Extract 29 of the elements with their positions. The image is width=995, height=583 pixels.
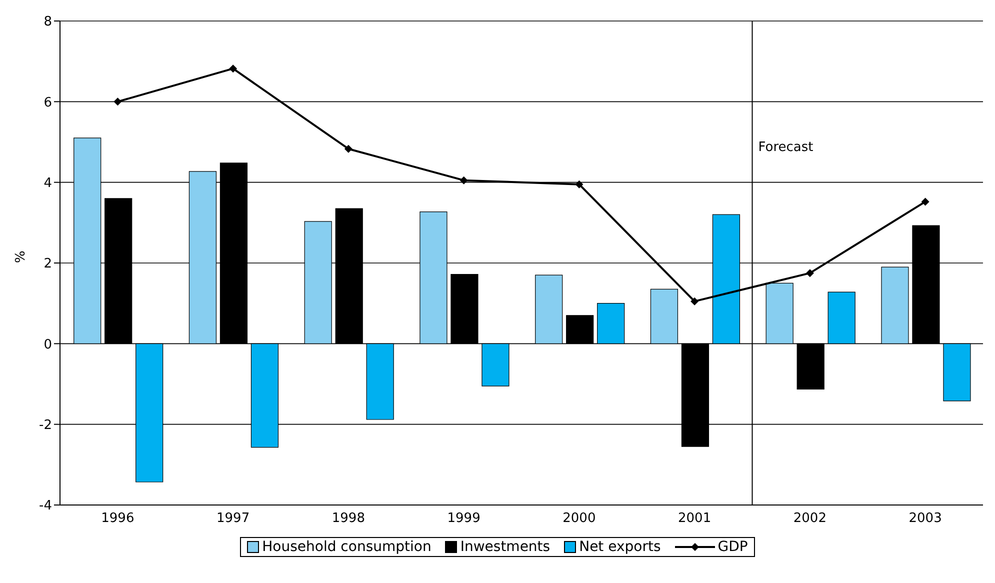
x-tick-label: 1997 <box>216 511 250 526</box>
x-tick-label: 2001 <box>678 511 712 526</box>
legend-label: Household consumption <box>262 539 432 555</box>
ref-line-label: Forecast <box>758 140 814 155</box>
legend-label: GDP <box>718 539 748 555</box>
point <box>229 64 238 73</box>
y-tick-label: 0 <box>44 337 52 352</box>
point <box>690 297 699 306</box>
legend-label: Inwestments <box>460 539 550 555</box>
x-tick-label: 2003 <box>908 511 942 526</box>
point <box>114 98 122 106</box>
legend-label: Net exports <box>579 539 661 555</box>
y-tick-label: 2 <box>44 256 52 272</box>
y-tick-label: -2 <box>39 418 52 433</box>
y-tick-label: 6 <box>44 95 52 110</box>
x-tick-label: 2002 <box>793 511 826 526</box>
y-tick-label: -4 <box>39 498 52 514</box>
x-tick-label: 1998 <box>332 511 365 526</box>
y-axis-title: % <box>14 250 29 263</box>
x-tick-label: 1999 <box>447 511 480 526</box>
point <box>806 269 814 278</box>
y-tick-label: 8 <box>44 14 52 30</box>
point <box>575 180 584 188</box>
point <box>921 198 930 206</box>
point <box>460 176 468 184</box>
x-tick-label: 1996 <box>101 511 134 526</box>
point <box>344 144 352 153</box>
x-tick-label: 2000 <box>562 511 596 526</box>
y-tick-label: 4 <box>44 176 52 191</box>
